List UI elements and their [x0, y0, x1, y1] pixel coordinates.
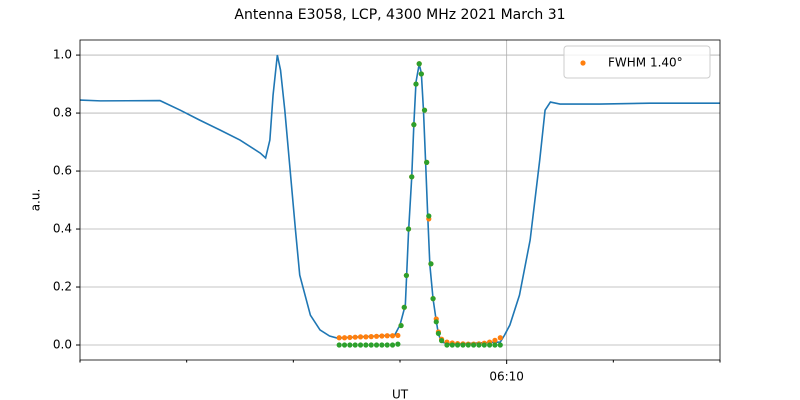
- y-axis-label: a.u.: [29, 189, 43, 212]
- data-point: [352, 334, 358, 340]
- plot-frame: [79, 39, 721, 361]
- data-point: [435, 330, 441, 337]
- data-point: [363, 334, 369, 340]
- data-point: [428, 261, 434, 267]
- y-tick-label: 0.8: [53, 106, 72, 120]
- data-point: [476, 342, 482, 348]
- data-point: [411, 122, 417, 128]
- data-point: [352, 342, 358, 348]
- data-point: [430, 296, 436, 302]
- data-point: [379, 333, 385, 339]
- y-tick-label: 1.0: [53, 48, 72, 62]
- data-point: [379, 342, 385, 348]
- data-point: [368, 342, 374, 348]
- data-point: [497, 335, 503, 341]
- data-point: [347, 342, 353, 348]
- data-point: [403, 272, 409, 279]
- data-point: [421, 107, 428, 113]
- data-point: [401, 304, 407, 310]
- data-line: [79, 54, 720, 345]
- data-point: [389, 342, 396, 348]
- y-tick-label: 0.6: [53, 164, 72, 178]
- data-point: [347, 334, 353, 341]
- data-point: [471, 342, 477, 348]
- chart-title: Antenna E3058, LCP, 4300 MHz 2021 March …: [234, 7, 565, 23]
- data-point: [373, 342, 380, 348]
- data-point: [426, 213, 432, 219]
- data-point: [433, 319, 439, 325]
- data-point: [439, 338, 445, 344]
- data-point: [363, 342, 369, 348]
- data-point: [341, 335, 348, 341]
- data-point: [357, 334, 364, 340]
- data-point: [455, 342, 461, 348]
- y-tick-label: 0.0: [53, 338, 72, 352]
- data-point: [465, 342, 471, 348]
- legend-marker: [580, 60, 586, 66]
- x-axis-label: UT: [392, 388, 409, 400]
- data-point: [395, 341, 401, 347]
- data-point: [460, 342, 466, 348]
- data-point: [424, 159, 430, 165]
- data-point: [444, 342, 450, 348]
- data-point: [449, 342, 455, 348]
- data-point: [413, 81, 419, 87]
- data-point: [405, 226, 412, 232]
- data-point: [416, 61, 422, 67]
- data-point: [336, 342, 342, 348]
- x-tick-label: 06:10: [489, 370, 524, 384]
- data-point: [409, 174, 415, 180]
- data-point: [497, 342, 503, 348]
- data-point: [398, 322, 404, 329]
- data-point: [481, 342, 487, 348]
- data-point: [368, 334, 374, 340]
- data-point: [492, 342, 498, 348]
- data-point: [389, 333, 396, 339]
- y-tick-label: 0.4: [53, 222, 72, 236]
- y-tick-label: 0.2: [53, 280, 72, 294]
- legend-box: [563, 45, 711, 79]
- data-point: [341, 342, 348, 348]
- data-point: [357, 342, 364, 348]
- data-point: [395, 332, 401, 339]
- data-point: [418, 71, 424, 77]
- legend-label: FWHM 1.40°: [608, 56, 683, 70]
- data-point: [492, 337, 498, 343]
- data-point: [487, 342, 493, 348]
- data-point: [336, 335, 342, 341]
- data-point: [384, 342, 390, 348]
- data-point: [373, 333, 380, 339]
- data-point: [384, 333, 390, 339]
